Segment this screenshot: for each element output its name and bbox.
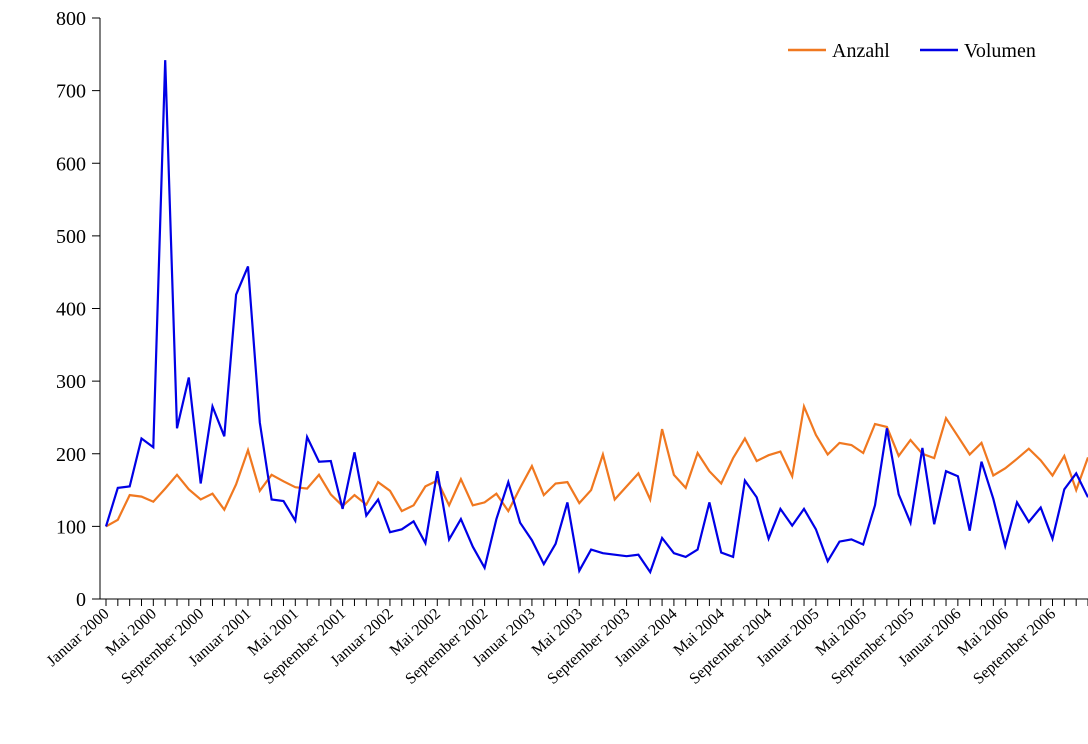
- y-tick-label: 0: [76, 589, 86, 611]
- series-layer: [104, 60, 1088, 575]
- y-tick-label: 800: [56, 8, 86, 30]
- series-line-volumen: [104, 60, 1088, 575]
- x-tick-label: September 2005: [828, 605, 917, 688]
- x-tick-label: Januar 2000: [44, 605, 113, 670]
- y-axis: 0 100 200 300 400 500 600 700 800: [56, 8, 101, 611]
- legend: Anzahl Volumen: [788, 40, 1036, 62]
- y-tick-label: 400: [56, 299, 86, 321]
- y-tick-label: 200: [56, 444, 86, 466]
- x-tick-label: September 2006: [970, 605, 1059, 688]
- x-tick-label: September 2003: [544, 605, 633, 688]
- x-tick-label: September 2004: [686, 605, 775, 688]
- legend-label-anzahl: Anzahl: [832, 40, 890, 62]
- x-tick-label: September 2001: [260, 605, 349, 688]
- legend-label-volumen: Volumen: [964, 40, 1036, 62]
- y-tick-label: 700: [56, 81, 86, 103]
- x-tick-label: September 2000: [118, 605, 207, 688]
- series-line-anzahl: [105, 402, 1088, 528]
- y-tick-label: 100: [56, 516, 86, 538]
- y-tick-label: 600: [56, 153, 86, 175]
- x-tick-label: September 2002: [402, 605, 491, 688]
- y-tick-label: 500: [56, 226, 86, 248]
- y-tick-label: 300: [56, 371, 86, 393]
